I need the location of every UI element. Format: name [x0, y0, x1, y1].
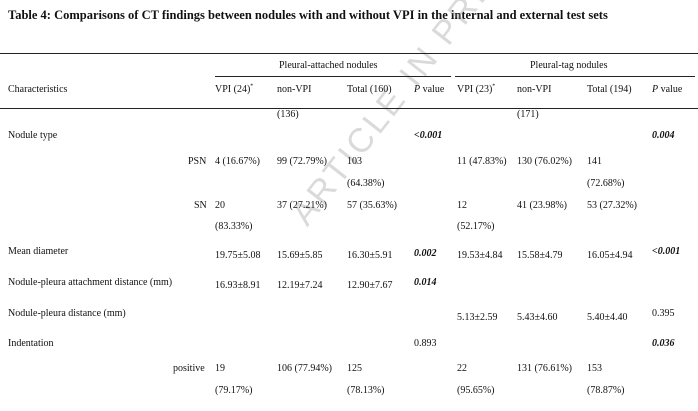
cell-diameter-total-tag: 16.05±4.94	[587, 250, 633, 261]
cell-diameter-nonvpi-tag: 15.58±4.79	[517, 250, 563, 261]
group-rule-tag	[455, 76, 695, 77]
cell-attach-vpi-attached: 16.93±8.91	[215, 280, 261, 291]
header-nonvpi-attached: non-VPI	[277, 84, 312, 95]
cell-sn-nonvpi-tag: 41 (23.98%)	[517, 200, 567, 211]
cell-indentation-p-attached: 0.893	[414, 338, 437, 349]
top-rule	[0, 53, 698, 54]
cell-psn-nonvpi-attached: 99 (72.79%)	[277, 156, 327, 167]
header-vpi-attached: VPI (24)*	[215, 83, 254, 95]
cell-psn-total-tag: 141	[587, 156, 602, 167]
cell-pleura-p-tag: 0.395	[652, 308, 675, 319]
cell-diameter-total-attached: 16.30±5.91	[347, 250, 393, 261]
group-header-tag: Pleural-tag nodules	[530, 60, 608, 71]
cell-psn-nonvpi-tag: 130 (76.02%)	[517, 156, 572, 167]
cell-diameter-nonvpi-attached: 15.69±5.85	[277, 250, 323, 261]
row-label-sn: SN	[194, 200, 207, 211]
cell-pleura-total-tag: 5.40±4.40	[587, 312, 628, 323]
header-p-tag: P value	[652, 84, 683, 95]
cell-positive-total-tag: 153	[587, 363, 602, 374]
table-title: Table 4: Comparisons of CT findings betw…	[8, 8, 608, 22]
cell-diameter-vpi-tag: 19.53±4.84	[457, 250, 503, 261]
cell-nodule-type-p-attached: <0.001	[414, 130, 443, 141]
cell-diameter-vpi-attached: 19.75±5.08	[215, 250, 261, 261]
cell-positive-vpi-tag-pct: (95.65%)	[457, 385, 495, 396]
group-rule-attached	[215, 76, 451, 77]
cell-sn-total-attached: 57 (35.63%)	[347, 200, 397, 211]
cell-positive-vpi-attached-pct: (79.17%)	[215, 385, 253, 396]
cell-nodule-type-p-tag: 0.004	[652, 130, 675, 141]
cell-positive-vpi-attached: 19	[215, 363, 225, 374]
header-rule	[0, 108, 698, 109]
row-label-indentation: Indentation	[8, 338, 54, 349]
header-characteristics: Characteristics	[8, 84, 68, 95]
cell-diameter-p-attached: 0.002	[414, 248, 437, 259]
cell-psn-total-attached: 103	[347, 156, 362, 167]
cell-sn-vpi-tag-pct: (52.17%)	[457, 221, 495, 232]
cell-positive-total-attached: 125	[347, 363, 362, 374]
row-label-attachment-distance: Nodule-pleura attachment distance (mm)	[8, 277, 173, 288]
cell-pleura-vpi-tag: 5.13±2.59	[457, 312, 498, 323]
cell-psn-total-tag-pct: (72.68%)	[587, 178, 625, 189]
cell-indentation-p-tag: 0.036	[652, 338, 675, 349]
header-nonvpi-tag: non-VPI	[517, 84, 552, 95]
header-vpi-tag: VPI (23)*	[457, 83, 496, 95]
header-p-attached: P value	[414, 84, 445, 95]
cell-pleura-nonvpi-tag: 5.43±4.60	[517, 312, 558, 323]
cell-positive-total-attached-pct: (78.13%)	[347, 385, 385, 396]
cell-sn-vpi-attached: 20	[215, 200, 225, 211]
cell-psn-vpi-attached: 4 (16.67%)	[215, 156, 260, 167]
header-total-attached: Total (160)	[347, 84, 392, 95]
cell-sn-vpi-attached-pct: (83.33%)	[215, 221, 253, 232]
cell-attach-nonvpi-attached: 12.19±7.24	[277, 280, 323, 291]
row-label-positive: positive	[173, 363, 205, 374]
cell-diameter-p-tag: <0.001	[652, 246, 681, 257]
cell-attach-total-attached: 12.90±7.67	[347, 280, 393, 291]
row-label-psn: PSN	[188, 156, 207, 167]
cell-attach-p-attached: 0.014	[414, 277, 437, 288]
cell-sn-total-tag: 53 (27.32%)	[587, 200, 637, 211]
group-header-attached: Pleural-attached nodules	[279, 60, 378, 71]
cell-psn-total-attached-pct: (64.38%)	[347, 178, 385, 189]
row-label-nodule-type: Nodule type	[8, 130, 58, 141]
cell-positive-nonvpi-tag: 131 (76.61%)	[517, 363, 572, 374]
row-label-pleura-distance: Nodule-pleura distance (mm)	[8, 308, 126, 319]
header-nonvpi-tag-n: (171)	[517, 109, 539, 120]
header-total-tag: Total (194)	[587, 84, 632, 95]
header-nonvpi-attached-n: (136)	[277, 109, 299, 120]
cell-positive-vpi-tag: 22	[457, 363, 467, 374]
cell-sn-nonvpi-attached: 37 (27.21%)	[277, 200, 327, 211]
cell-psn-vpi-tag: 11 (47.83%)	[457, 156, 507, 167]
cell-positive-total-tag-pct: (78.87%)	[587, 385, 625, 396]
row-label-mean-diameter: Mean diameter	[8, 246, 69, 257]
cell-positive-nonvpi-attached: 106 (77.94%)	[277, 363, 332, 374]
cell-sn-vpi-tag: 12	[457, 200, 467, 211]
